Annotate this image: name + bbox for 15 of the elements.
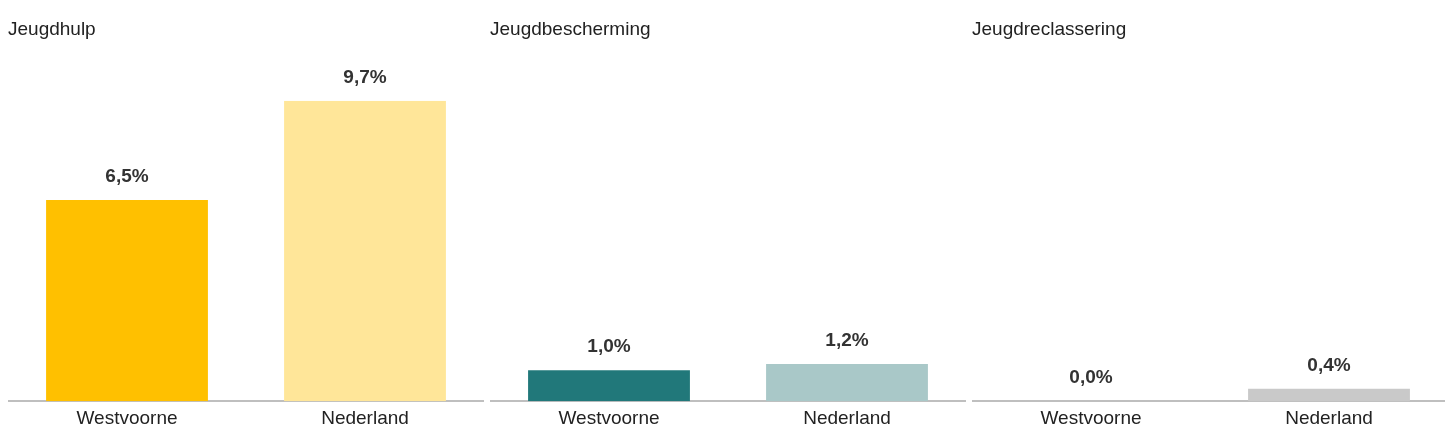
data-label: 0,0%: [1069, 365, 1113, 387]
x-tick-label: Nederland: [1285, 406, 1373, 428]
x-tick-label: Nederland: [803, 406, 891, 428]
chart-title: Jeugdhulp: [8, 17, 96, 39]
data-label: 6,5%: [105, 164, 149, 186]
chart-title: Jeugdbescherming: [490, 17, 651, 39]
data-label: 1,2%: [825, 328, 869, 350]
x-tick-label: Nederland: [321, 406, 409, 428]
data-label: 9,7%: [343, 65, 387, 87]
chart-title: Jeugdreclassering: [972, 17, 1127, 39]
data-label: 0,4%: [1307, 353, 1351, 375]
x-tick-label: Westvoorne: [1040, 406, 1142, 428]
x-tick-label: Westvoorne: [76, 406, 178, 428]
data-label: 1,0%: [587, 334, 631, 356]
x-tick-label: Westvoorne: [558, 406, 660, 428]
